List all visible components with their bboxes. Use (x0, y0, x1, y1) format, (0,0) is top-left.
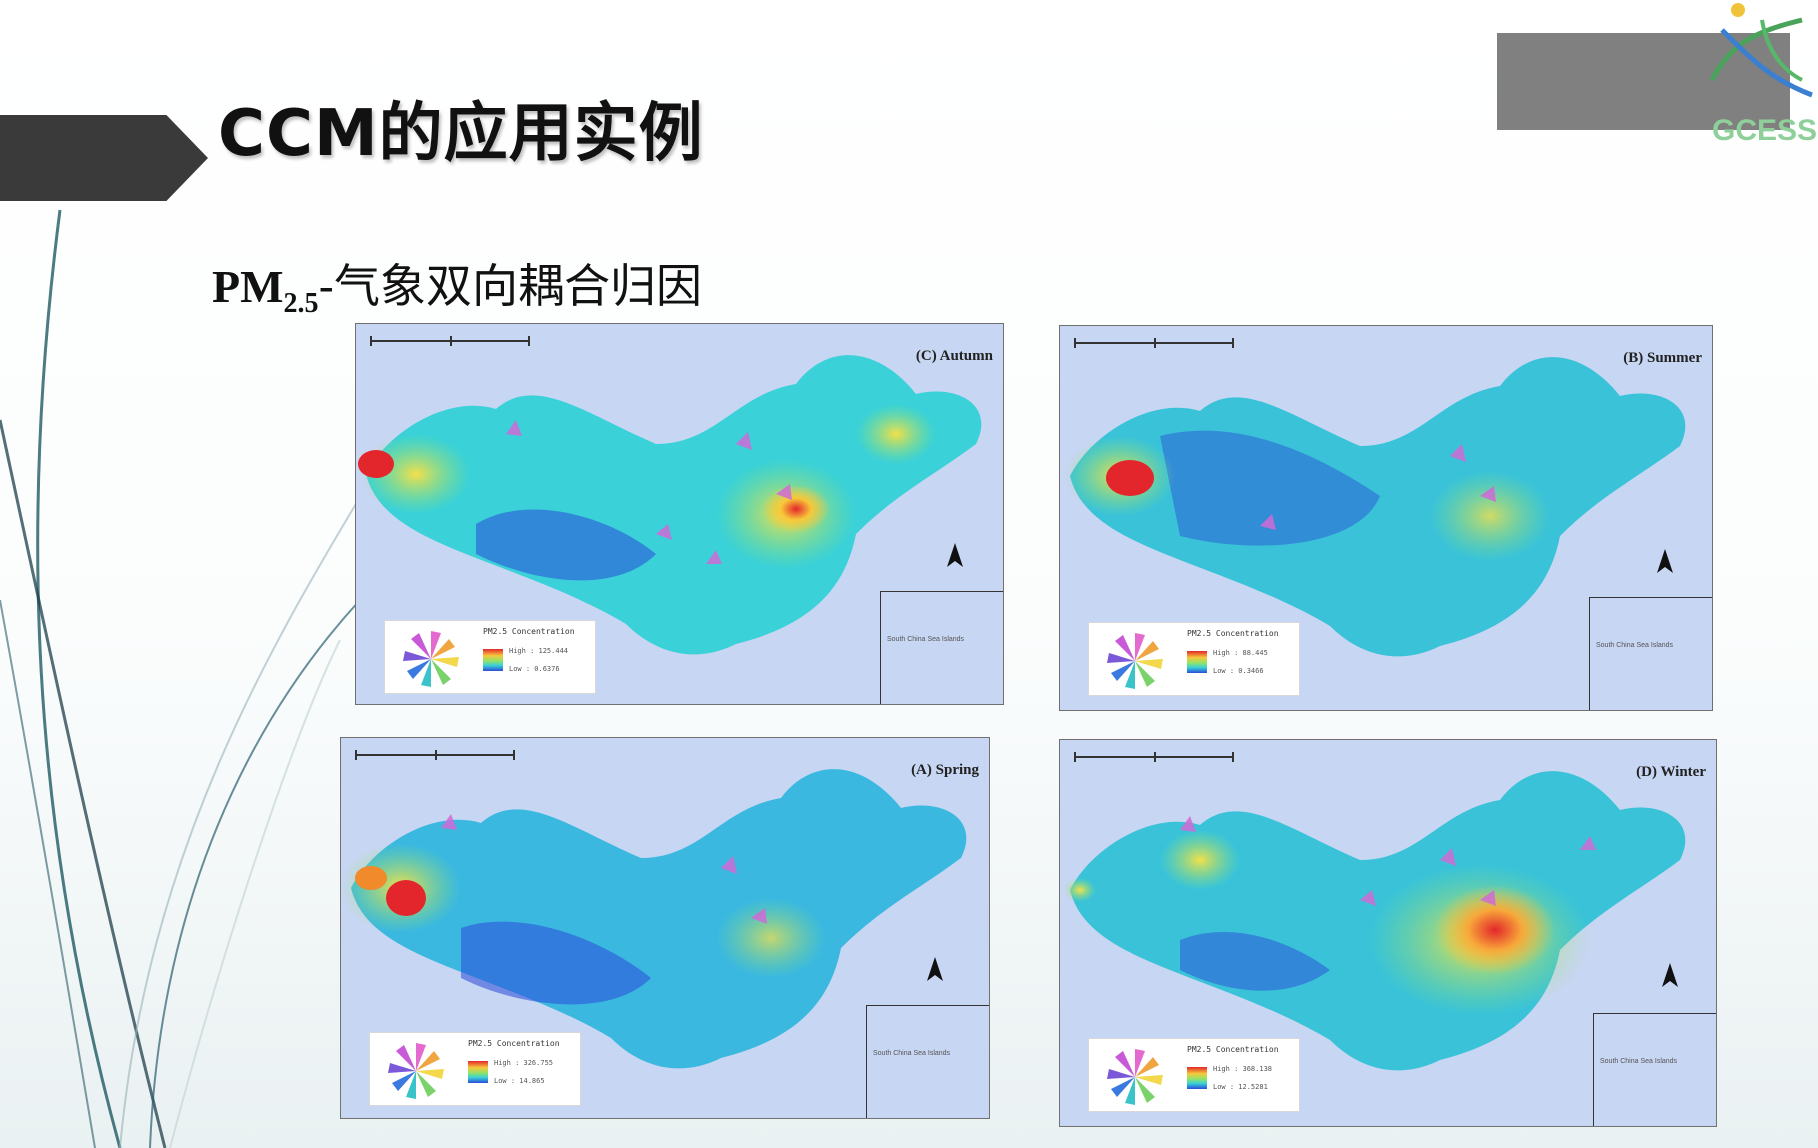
north-arrow-icon (1662, 963, 1678, 987)
inset-map: South China Sea Islands (1593, 1013, 1716, 1126)
title-accent-bar (0, 115, 208, 201)
inset-label: South China Sea Islands (1600, 1058, 1678, 1065)
legend-low: Low : 12.5281 (1213, 1083, 1268, 1091)
color-ramp (1187, 651, 1207, 673)
map-legend: PM2.5 Concentration High : 125.444 Low :… (384, 620, 596, 694)
north-arrow-icon (947, 543, 963, 567)
scale-bar (370, 336, 530, 346)
legend-high: High : 368.138 (1213, 1065, 1273, 1073)
logo-text: GCESS (1712, 114, 1818, 147)
legend-title: PM2.5 Concentration (483, 627, 575, 636)
map-panel-summer: (B) Summer PM2.5 Concentration High : 88… (1059, 325, 1713, 711)
slide-title: CCM的应用实例 (218, 97, 704, 171)
inset-label: South China Sea Islands (1596, 642, 1674, 649)
legend-high: High : 125.444 (509, 647, 569, 655)
inset-map: South China Sea Islands (1589, 597, 1712, 710)
legend-high: High : 326.755 (494, 1059, 554, 1067)
north-arrow-icon (927, 957, 943, 981)
legend-low: Low : 0.6376 (509, 665, 560, 673)
wind-rose-icon (1107, 633, 1163, 689)
legend-high: High : 88.445 (1213, 649, 1268, 657)
map-legend: PM2.5 Concentration High : 368.138 Low :… (1088, 1038, 1300, 1112)
legend-low: Low : 0.3466 (1213, 667, 1264, 675)
color-ramp (468, 1061, 488, 1083)
legend-title: PM2.5 Concentration (1187, 1045, 1279, 1054)
legend-title: PM2.5 Concentration (1187, 629, 1279, 638)
inset-label: South China Sea Islands (887, 636, 965, 643)
legend-low: Low : 14.865 (494, 1077, 545, 1085)
subtitle-prefix: PM (212, 261, 284, 312)
season-label: (A) Spring (911, 762, 979, 778)
map-panel-spring: (A) Spring PM2.5 Concentration High : 32… (340, 737, 990, 1119)
color-ramp (483, 649, 503, 671)
north-arrow-icon (1657, 549, 1673, 573)
season-label: (B) Summer (1623, 350, 1702, 366)
inset-map: South China Sea Islands (866, 1005, 989, 1118)
map-panel-winter: (D) Winter PM2.5 Concentration High : 36… (1059, 739, 1717, 1127)
season-label: (C) Autumn (915, 348, 993, 364)
subtitle-subscript: 2.5 (283, 288, 319, 319)
map-legend: PM2.5 Concentration High : 326.755 Low :… (369, 1032, 581, 1106)
inset-label: South China Sea Islands (873, 1050, 951, 1057)
subtitle-text: -气象双向耦合归因 (318, 259, 703, 313)
legend-title: PM2.5 Concentration (468, 1039, 560, 1048)
map-summer (1065, 357, 1686, 657)
wind-rose-icon (403, 631, 459, 687)
map-panel-autumn: (C) Autumn PM2.5 Concentration High : 12… (355, 323, 1004, 705)
scale-bar (1074, 338, 1234, 348)
map-spring (341, 769, 967, 1069)
scale-bar (355, 750, 515, 760)
map-winter (1064, 771, 1686, 1071)
map-autumn (358, 355, 982, 655)
scale-bar (1074, 752, 1234, 762)
inset-map: South China Sea Islands (880, 591, 1003, 704)
season-label: (D) Winter (1636, 764, 1706, 780)
wind-rose-icon (388, 1043, 444, 1099)
slide-subtitle: PM2.5-气象双向耦合归因 (212, 250, 702, 320)
wind-rose-icon (1107, 1049, 1163, 1105)
organization-logo (1709, 3, 1813, 98)
map-legend: PM2.5 Concentration High : 88.445 Low : … (1088, 622, 1300, 696)
color-ramp (1187, 1067, 1207, 1089)
